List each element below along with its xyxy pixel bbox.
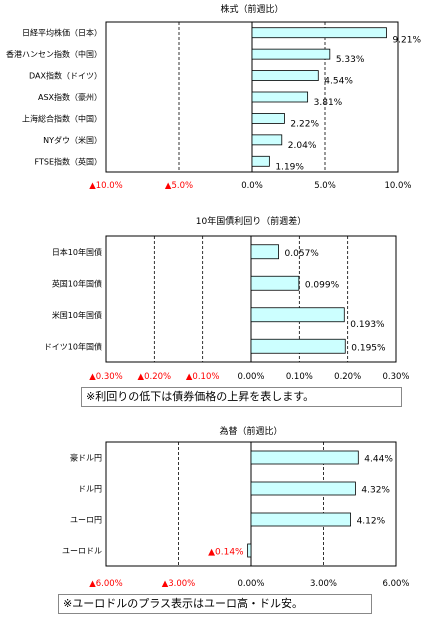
category-label: ユーロ円 — [70, 516, 102, 525]
data-label: 4.44% — [364, 455, 393, 465]
x-tick-label: 0.30% — [382, 372, 409, 382]
bar — [251, 27, 387, 39]
data-label: 4.32% — [361, 486, 390, 496]
category-label: ドル円 — [78, 485, 102, 494]
bar — [250, 338, 346, 354]
x-tick-label: 0.0% — [241, 181, 263, 191]
data-label: 1.19% — [275, 162, 304, 172]
x-tick-label: 0.10% — [286, 372, 313, 382]
bar — [250, 481, 356, 496]
bond-yield-chart: 10年国債利回り（前週差） ▲0.30% ▲0.20% ▲0.10% 0.00% 0.10… — [44, 215, 410, 382]
fx-note: ※ユーロドルのプラス表示はユーロ高・ドル安。 — [58, 594, 372, 614]
data-label: 3.81% — [314, 98, 343, 108]
data-label: 4.54% — [324, 77, 353, 87]
x-tick-label: ▲0.10% — [186, 372, 220, 382]
category-label: 豪ドル円 — [70, 453, 102, 463]
bar — [251, 155, 270, 167]
fx-chart: 為替（前週比） ▲6.00% ▲3.00% 0.00% 3.00% 6.00% 豪ドル円 4.… — [62, 425, 410, 589]
x-tick-label: ▲0.20% — [138, 372, 172, 382]
bar — [251, 91, 309, 103]
bar — [250, 512, 351, 527]
bar — [250, 307, 345, 323]
bar — [250, 450, 359, 465]
bar — [251, 113, 285, 124]
chart-title: 株式（前週比） — [220, 3, 283, 15]
x-tick-label: ▲3.00% — [162, 579, 196, 589]
x-tick-label: 10.0% — [384, 181, 411, 191]
category-label: 上海総合指数（中国） — [22, 113, 102, 123]
x-tick-label: 3.00% — [310, 579, 337, 589]
category-label: 米国10年国債 — [52, 310, 102, 320]
x-tick-label: 0.00% — [237, 372, 264, 382]
data-label: 9.21% — [392, 36, 421, 46]
category-label: ドイツ10年国債 — [44, 341, 102, 351]
bar — [250, 244, 279, 260]
x-tick-label: 5.0% — [314, 181, 336, 191]
bar — [247, 543, 252, 558]
bar — [251, 70, 319, 81]
category-label: NYダウ（米国） — [43, 135, 102, 145]
data-label: 4.12% — [357, 517, 386, 527]
data-label: 0.193% — [350, 320, 385, 330]
data-label: ▲0.14% — [208, 548, 244, 558]
bond-chart-panel: 10年国債利回り（前週差） ▲0.30% ▲0.20% ▲0.10% 0.00% 0.10… — [0, 212, 422, 412]
x-tick-label: ▲0.30% — [89, 372, 123, 382]
category-label: 日本10年国債 — [52, 247, 102, 257]
bar — [251, 48, 331, 60]
x-tick-label: 6.00% — [382, 579, 409, 589]
category-label: ユーロドル — [62, 547, 102, 556]
category-label: 香港ハンセン指数（中国） — [6, 49, 102, 59]
chart-title: 10年国債利回り（前週差） — [196, 215, 306, 227]
data-label: 2.04% — [288, 141, 317, 151]
stock-chart: 株式（前週比） ▲10.0% ▲5.0% 0.0% 5.0% 10.0% 日経平均株価（日本… — [6, 3, 422, 191]
bar — [250, 275, 300, 291]
data-label: 2.22% — [290, 119, 319, 129]
x-tick-label: ▲6.00% — [89, 579, 123, 589]
data-label: 0.057% — [285, 249, 320, 259]
data-label: 0.195% — [351, 343, 386, 353]
category-label: FTSE指数（英国） — [35, 156, 102, 166]
bond-note: ※利回りの低下は債券価格の上昇を表します。 — [81, 387, 402, 407]
stock-chart-panel: 株式（前週比） ▲10.0% ▲5.0% 0.0% 5.0% 10.0% 日経平均株価（日本… — [0, 0, 422, 200]
category-label: 英国10年国債 — [52, 278, 102, 288]
data-label: 0.099% — [305, 280, 340, 290]
fx-chart-panel: 為替（前週比） ▲6.00% ▲3.00% 0.00% 3.00% 6.00% 豪ドル円 4.… — [0, 422, 422, 618]
category-label: 日経平均株価（日本） — [22, 28, 102, 38]
data-label: 5.33% — [336, 55, 365, 65]
category-label: ASX指数（豪州） — [38, 92, 102, 102]
chart-title: 為替（前週比） — [219, 425, 282, 437]
x-tick-label: 0.00% — [237, 579, 264, 589]
x-tick-label: 0.20% — [334, 372, 361, 382]
bar — [251, 134, 283, 146]
x-tick-label: ▲5.0% — [165, 181, 193, 191]
category-label: DAX指数（ドイツ） — [29, 71, 102, 81]
x-tick-label: ▲10.0% — [89, 181, 123, 191]
